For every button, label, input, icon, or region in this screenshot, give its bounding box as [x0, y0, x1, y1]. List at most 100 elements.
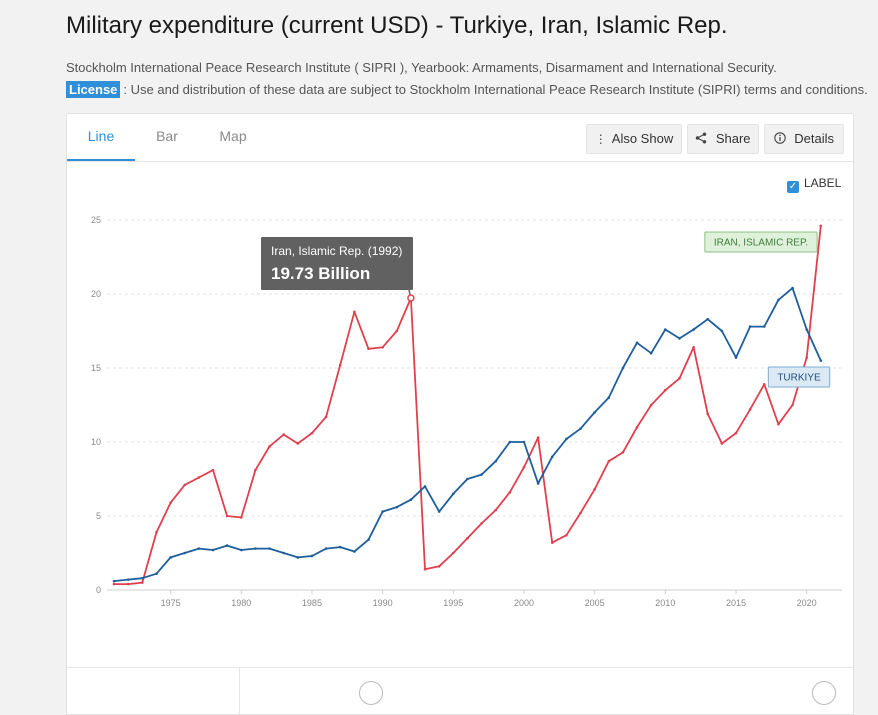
data-point[interactable]: [353, 550, 356, 553]
data-point[interactable]: [155, 572, 158, 576]
data-point[interactable]: [791, 403, 794, 407]
data-point[interactable]: [268, 445, 271, 448]
data-point[interactable]: [466, 536, 469, 540]
data-point[interactable]: [155, 530, 158, 534]
data-point[interactable]: [169, 501, 172, 504]
data-point[interactable]: [678, 377, 681, 380]
data-point[interactable]: [395, 505, 399, 509]
data-point[interactable]: [805, 328, 808, 331]
data-point[interactable]: [536, 436, 540, 439]
data-point[interactable]: [494, 508, 498, 512]
also-show-button[interactable]: ⋮ Also Show: [586, 124, 682, 154]
data-point[interactable]: [197, 476, 201, 479]
data-point[interactable]: [183, 483, 187, 487]
data-point[interactable]: [310, 554, 314, 558]
data-point[interactable]: [381, 510, 384, 513]
data-point[interactable]: [762, 382, 766, 386]
data-point[interactable]: [649, 351, 653, 355]
data-point[interactable]: [720, 329, 724, 333]
data-point[interactable]: [141, 576, 144, 580]
tab-map[interactable]: Map: [219, 128, 247, 144]
data-point[interactable]: [395, 329, 399, 333]
data-point[interactable]: [211, 468, 215, 472]
data-point[interactable]: [338, 363, 342, 367]
data-point[interactable]: [451, 551, 455, 555]
data-point[interactable]: [367, 347, 370, 351]
share-button[interactable]: Share: [687, 124, 759, 154]
data-point[interactable]: [565, 437, 568, 441]
data-point[interactable]: [649, 403, 653, 407]
data-point[interactable]: [183, 551, 187, 555]
data-point[interactable]: [480, 473, 483, 476]
license-link[interactable]: License: [66, 81, 121, 98]
checkbox-checked-icon[interactable]: ✓: [787, 181, 799, 193]
data-point[interactable]: [508, 491, 512, 494]
data-point[interactable]: [819, 224, 823, 228]
data-point[interactable]: [522, 465, 526, 469]
data-point[interactable]: [565, 533, 568, 537]
data-point[interactable]: [423, 567, 427, 571]
data-point[interactable]: [451, 492, 455, 496]
data-point[interactable]: [324, 547, 328, 550]
data-point[interactable]: [734, 431, 738, 435]
data-point[interactable]: [748, 408, 752, 411]
data-point[interactable]: [381, 345, 384, 349]
data-point[interactable]: [777, 422, 780, 426]
data-point[interactable]: [748, 325, 752, 328]
data-point[interactable]: [296, 442, 300, 445]
series-line[interactable]: [114, 225, 822, 586]
data-point[interactable]: [254, 468, 257, 472]
highlighted-data-point[interactable]: [407, 294, 415, 302]
data-point[interactable]: [338, 545, 342, 549]
data-point[interactable]: [664, 328, 667, 331]
data-point[interactable]: [522, 440, 526, 444]
data-point[interactable]: [466, 477, 469, 481]
data-point[interactable]: [550, 541, 554, 544]
data-point[interactable]: [239, 548, 243, 552]
data-point[interactable]: [324, 415, 328, 419]
data-point[interactable]: [550, 455, 554, 459]
data-point[interactable]: [508, 440, 512, 444]
data-point[interactable]: [819, 359, 823, 362]
data-point[interactable]: [678, 337, 681, 340]
data-point[interactable]: [268, 547, 271, 550]
data-point[interactable]: [593, 411, 596, 414]
data-point[interactable]: [282, 551, 285, 555]
data-point[interactable]: [197, 547, 201, 550]
data-point[interactable]: [607, 396, 611, 399]
data-point[interactable]: [310, 431, 314, 435]
data-point[interactable]: [494, 459, 498, 463]
data-point[interactable]: [437, 565, 441, 568]
data-point[interactable]: [734, 356, 738, 359]
footer-circle-icon[interactable]: [359, 681, 383, 705]
data-point[interactable]: [353, 310, 356, 314]
label-toggle[interactable]: ✓ LABEL: [787, 176, 841, 193]
data-point[interactable]: [706, 317, 710, 321]
tab-line[interactable]: Line: [67, 114, 135, 161]
data-point[interactable]: [169, 556, 172, 559]
data-point[interactable]: [225, 514, 229, 518]
data-point[interactable]: [664, 388, 667, 392]
data-point[interactable]: [141, 581, 144, 584]
data-point[interactable]: [777, 298, 780, 302]
data-point[interactable]: [720, 442, 724, 445]
data-point[interactable]: [211, 548, 215, 552]
data-point[interactable]: [805, 356, 808, 359]
data-point[interactable]: [367, 538, 370, 541]
data-point[interactable]: [225, 544, 229, 547]
data-point[interactable]: [423, 485, 427, 488]
data-point[interactable]: [791, 286, 794, 290]
data-point[interactable]: [254, 547, 257, 550]
data-point[interactable]: [112, 579, 116, 583]
data-point[interactable]: [480, 522, 483, 525]
data-point[interactable]: [409, 498, 413, 502]
data-point[interactable]: [579, 427, 582, 430]
data-point[interactable]: [607, 459, 611, 463]
tab-bar[interactable]: Bar: [156, 128, 178, 144]
data-point[interactable]: [239, 516, 243, 519]
footer-circle-icon[interactable]: [812, 681, 836, 705]
data-point[interactable]: [621, 366, 625, 370]
data-point[interactable]: [635, 341, 639, 345]
data-point[interactable]: [692, 328, 695, 331]
data-point[interactable]: [593, 488, 596, 491]
